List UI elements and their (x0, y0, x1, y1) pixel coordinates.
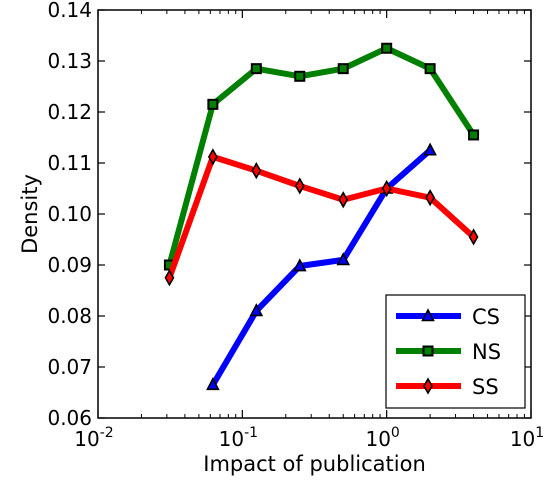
data-point-cs (206, 377, 220, 391)
legend-marker-ns (422, 345, 434, 357)
y-tick-label: 0.10 (47, 202, 92, 226)
x-tick-label: 10-1 (219, 425, 258, 451)
data-point-ns (337, 63, 349, 75)
data-point-ss (294, 177, 305, 195)
data-point-ns (468, 129, 480, 141)
data-point-ss (468, 228, 479, 246)
x-tick-label: 100 (365, 425, 399, 451)
legend-label-ss: SS (472, 375, 499, 399)
legend-marker-ss (423, 377, 433, 395)
x-tick-label: 10-2 (74, 425, 113, 451)
data-point-cs (336, 252, 351, 266)
data-point-cs (249, 303, 264, 317)
legend-label-cs: CS (472, 305, 500, 329)
data-point-ss (164, 269, 175, 287)
y-tick-label: 0.11 (47, 151, 92, 175)
data-point-ns (381, 42, 393, 54)
legend-marker-cs (421, 308, 435, 322)
y-tick-label: 0.06 (47, 406, 92, 430)
ticks-layer: 0.06 0.07 0.08 0.09 0.10 0.11 0.12 0.13 0.14 10-2… (47, 0, 544, 451)
y-tick-label: 0.08 (47, 304, 92, 328)
data-point-ns (250, 63, 262, 75)
y-tick-label: 0.09 (47, 253, 92, 277)
x-axis-label: Impact of publication (203, 452, 426, 476)
data-point-ns (207, 98, 219, 110)
data-point-ss (381, 179, 392, 198)
legend-label-ns: NS (472, 340, 501, 364)
data-point-ss (425, 189, 436, 207)
y-tick-label: 0.14 (47, 0, 92, 22)
data-point-ss (207, 148, 218, 166)
y-tick-label: 0.07 (47, 355, 92, 379)
y-tick-label: 0.13 (47, 49, 92, 73)
series-line-cs (210, 147, 433, 387)
data-point-ss (251, 162, 262, 180)
data-point-cs (423, 142, 437, 156)
data-point-ns (294, 70, 306, 82)
x-tick-label: 101 (510, 425, 544, 451)
y-tick-label: 0.12 (47, 100, 92, 124)
series-line-ss (166, 153, 476, 279)
y-axis-label: Density (18, 174, 42, 254)
legend: CS NS SS (385, 294, 526, 409)
data-point-ss (338, 191, 349, 209)
data-point-ns (424, 63, 436, 75)
data-point-cs (292, 258, 307, 272)
series-line-ns (166, 45, 477, 266)
series-layer (163, 42, 480, 391)
